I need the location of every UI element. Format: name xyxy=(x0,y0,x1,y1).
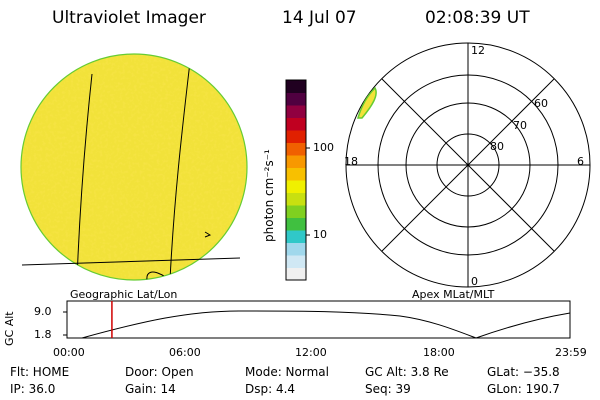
mlt-18-label: 18 xyxy=(344,155,358,168)
colorbar-band xyxy=(286,180,306,193)
status-ip: IP: 36.0 xyxy=(10,382,56,396)
colorbar-band xyxy=(286,242,306,256)
status-glon: GLon: 190.7 xyxy=(487,382,560,396)
orbit-xtick: 23:59 xyxy=(555,346,587,359)
orbit-xtick: 12:00 xyxy=(295,346,327,359)
geographic-caption: Geographic Lat/Lon xyxy=(70,288,178,301)
colorbar xyxy=(285,79,310,281)
orbit-ytick-high: 9.0 xyxy=(34,305,52,318)
status-flt: Flt: HOME xyxy=(10,365,70,379)
polar-plot xyxy=(345,42,591,288)
status-door: Door: Open xyxy=(125,365,194,379)
apex-caption: Apex MLat/MLT xyxy=(412,288,495,301)
status-gcalt: GC Alt: 3.8 Re xyxy=(365,365,449,379)
orbit-xtick: 00:00 xyxy=(53,346,85,359)
colorbar-unit-label: photon cm⁻²s⁻¹ xyxy=(262,149,276,242)
instrument-title: Ultraviolet Imager xyxy=(52,8,206,28)
colorbar-band xyxy=(286,155,306,168)
status-seq: Seq: 39 xyxy=(365,382,411,396)
mlt-12-label: 12 xyxy=(471,44,485,57)
altitude-curve xyxy=(81,310,571,339)
status-glat: GLat: −35.8 xyxy=(487,365,560,379)
colorbar-tick-100: 100 xyxy=(313,141,334,154)
time-label: 02:08:39 UT xyxy=(425,8,530,28)
coastline xyxy=(146,271,167,280)
latitude-line xyxy=(21,257,241,266)
colorbar-band xyxy=(286,205,306,218)
lat-60-label: 60 xyxy=(534,97,548,110)
colorbar-band xyxy=(286,230,306,243)
colorbar-band xyxy=(286,267,306,281)
status-dsp: Dsp: 4.4 xyxy=(245,382,296,396)
mlt-6-label: 6 xyxy=(577,155,584,168)
colorbar-band xyxy=(286,117,306,131)
colorbar-band xyxy=(286,130,306,143)
lat-70-label: 70 xyxy=(513,119,527,132)
colorbar-band xyxy=(286,92,306,106)
longitude-line xyxy=(76,73,93,280)
colorbar-band xyxy=(286,105,306,118)
lat-80-label: 80 xyxy=(490,140,504,153)
auroral-patch xyxy=(357,86,377,119)
orbit-xtick: 06:00 xyxy=(169,346,201,359)
colorbar-band xyxy=(286,192,306,206)
orbit-ylabel: GC Alt xyxy=(3,311,16,346)
longitude-line xyxy=(169,61,191,280)
colorbar-band xyxy=(286,142,306,156)
earth-image xyxy=(20,53,248,281)
orbit-ytick-low: 1.8 xyxy=(34,328,52,341)
colorbar-band xyxy=(286,80,306,93)
colorbar-band xyxy=(286,217,306,231)
status-gain: Gain: 14 xyxy=(125,382,176,396)
colorbar-band xyxy=(286,255,306,268)
status-mode: Mode: Normal xyxy=(245,365,329,379)
colorbar-tick-10: 10 xyxy=(313,228,327,241)
orbit-xtick: 18:00 xyxy=(423,346,455,359)
colorbar-band xyxy=(286,167,306,181)
orbit-plot xyxy=(63,300,571,339)
coastline-mark xyxy=(204,231,212,238)
date-label: 14 Jul 07 xyxy=(282,8,357,28)
mlt-0-label: 0 xyxy=(471,275,478,288)
